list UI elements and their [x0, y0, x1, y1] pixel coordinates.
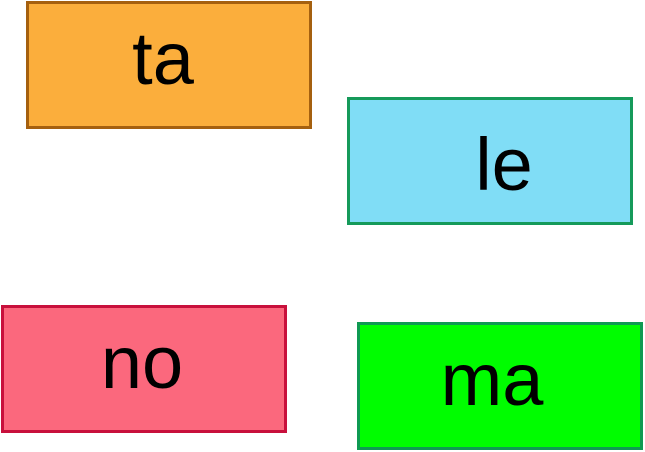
syllable-card-ma[interactable]: ma	[357, 322, 643, 450]
syllable-card-ta[interactable]: ta	[26, 1, 312, 129]
syllable-label: ta	[132, 17, 194, 100]
syllable-label: ma	[440, 338, 544, 421]
syllable-label: le	[475, 123, 533, 206]
syllable-card-no[interactable]: no	[1, 305, 287, 433]
syllable-label: no	[100, 321, 184, 404]
syllable-card-le[interactable]: le	[347, 97, 633, 225]
